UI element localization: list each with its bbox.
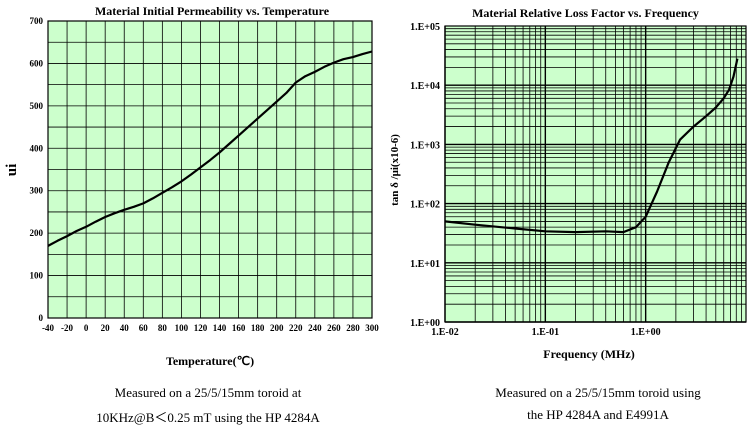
right-caption-line-1: Measured on a 25/5/15mm toroid using xyxy=(495,385,701,400)
left-x-tick-label: 100 xyxy=(175,323,189,333)
left-x-tick-label: 280 xyxy=(346,323,360,333)
left-plot-frame xyxy=(47,20,373,319)
left-caption-line-2: 10KHz@B＜0.25 mT using the HP 4284A xyxy=(96,410,320,425)
right-y-tick-label: 1.E+03 xyxy=(410,140,440,151)
left-y-tick-label: 600 xyxy=(30,58,44,68)
right-y-axis-label: tan δ /μi(x10-6) xyxy=(389,134,401,206)
left-caption-line-1: Measured on a 25/5/15mm toroid at xyxy=(114,385,302,400)
right-x-axis-label: Frequency (MHz) xyxy=(543,347,634,361)
left-x-tick-label: -40 xyxy=(42,323,54,333)
left-y-tick-label: 0 xyxy=(39,313,44,323)
left-x-tick-label: 80 xyxy=(158,323,168,333)
left-x-tick-label: 240 xyxy=(308,323,322,333)
left-x-tick-label: 20 xyxy=(101,323,111,333)
left-x-tick-label: 260 xyxy=(327,323,341,333)
left-y-tick-label: 100 xyxy=(30,271,44,281)
left-x-tick-label: 120 xyxy=(194,323,208,333)
right-plot-frame xyxy=(444,25,747,323)
left-y-tick-label: 700 xyxy=(30,16,44,26)
left-x-tick-label: 0 xyxy=(84,323,89,333)
right-series-line xyxy=(444,58,739,234)
left-x-tick-label: 200 xyxy=(270,323,284,333)
left-x-tick-label: 300 xyxy=(365,323,379,333)
right-chart-title: Material Relative Loss Factor vs. Freque… xyxy=(472,6,699,20)
right-y-tick-label: 1.E+04 xyxy=(410,81,440,92)
right-x-tick-label: 1.E-02 xyxy=(431,327,459,338)
left-x-tick-label: 180 xyxy=(251,323,265,333)
left-chart-title: Material Initial Permeability vs. Temper… xyxy=(95,4,330,18)
left-x-tick-label: 220 xyxy=(289,323,303,333)
left-x-tick-label: 60 xyxy=(139,323,149,333)
right-y-tick-label: 1.E+01 xyxy=(410,259,440,270)
right-y-tick-label: 1.E+00 xyxy=(410,318,440,329)
right-y-tick-label: 1.E+05 xyxy=(410,22,440,33)
left-y-tick-label: 300 xyxy=(30,186,44,196)
left-x-tick-label: 40 xyxy=(120,323,130,333)
right-x-tick-label: 1.E+00 xyxy=(631,327,661,338)
left-x-tick-label: 140 xyxy=(213,323,227,333)
left-y-tick-label: 500 xyxy=(30,101,44,111)
left-x-tick-label: 160 xyxy=(232,323,246,333)
right-y-tick-label: 1.E+02 xyxy=(410,200,440,211)
left-x-axis-label: Temperature(℃) xyxy=(166,354,254,368)
left-x-tick-label: -20 xyxy=(61,323,73,333)
right-caption-line-2: the HP 4284A and E4991A xyxy=(527,407,669,422)
left-series-line xyxy=(47,50,373,247)
left-y-tick-label: 400 xyxy=(30,143,44,153)
left-y-axis-label: ui xyxy=(4,164,20,177)
right-plot-area xyxy=(445,26,746,322)
left-y-tick-label: 200 xyxy=(30,228,44,238)
right-x-tick-label: 1.E-01 xyxy=(532,327,560,338)
